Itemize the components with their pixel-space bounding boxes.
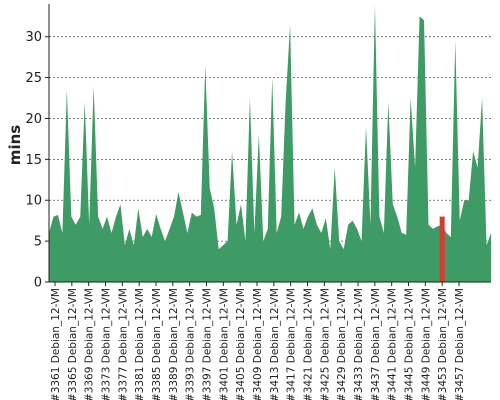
x-tick-label: #3417 Debian_12-VM bbox=[286, 288, 298, 400]
y-tick-label: 30 bbox=[25, 30, 42, 45]
y-tick-label: 0 bbox=[34, 276, 42, 291]
x-tick-label: #3409 Debian_12-VM bbox=[252, 288, 264, 400]
x-tick-label: #3389 Debian_12-VM bbox=[168, 288, 180, 400]
x-tick-label: #3441 Debian_12-VM bbox=[387, 288, 399, 400]
x-tick-labels: #3361 Debian_12-VM #3365 Debian_12-VM #336… bbox=[50, 282, 466, 400]
x-tick-label: #3445 Debian_12-VM bbox=[404, 288, 416, 400]
area-layer bbox=[49, 4, 491, 282]
y-axis-label: mins bbox=[6, 125, 24, 165]
x-tick-label: #3429 Debian_12-VM bbox=[336, 288, 348, 400]
x-tick-label: #3421 Debian_12-VM bbox=[303, 288, 315, 400]
y-tick-labels: 0 5 10 15 20 25 30 bbox=[25, 30, 42, 290]
x-tick-label: #3453 Debian_12-VM bbox=[437, 288, 449, 400]
x-tick-label: #3449 Debian_12-VM bbox=[420, 288, 432, 400]
x-tick-label: #3397 Debian_12-VM bbox=[202, 288, 214, 400]
y-tick-label: 10 bbox=[25, 194, 42, 209]
highlight-build-bar bbox=[439, 216, 445, 282]
x-tick-label: #3457 Debian_12-VM bbox=[454, 288, 466, 400]
x-tick-label: #3433 Debian_12-VM bbox=[353, 288, 365, 400]
x-tick-label: #3365 Debian_12-VM bbox=[67, 288, 79, 400]
x-tick-label: #3361 Debian_12-VM bbox=[50, 288, 62, 400]
y-tick-label: 15 bbox=[25, 153, 42, 168]
x-tick-label: #3425 Debian_12-VM bbox=[319, 288, 331, 400]
x-tick-label: #3413 Debian_12-VM bbox=[269, 288, 281, 400]
x-tick-label: #3377 Debian_12-VM bbox=[117, 288, 129, 400]
x-tick-label: #3401 Debian_12-VM bbox=[218, 288, 230, 400]
x-tick-label: #3393 Debian_12-VM bbox=[185, 288, 197, 400]
y-tick-label: 5 bbox=[34, 235, 42, 250]
x-tick-label: #3405 Debian_12-VM bbox=[235, 288, 247, 400]
x-tick-label: #3381 Debian_12-VM bbox=[134, 288, 146, 400]
x-tick-label: #3373 Debian_12-VM bbox=[101, 288, 113, 400]
x-tick-label: #3437 Debian_12-VM bbox=[370, 288, 382, 400]
y-tick-label: 25 bbox=[25, 71, 42, 86]
duration-area-series bbox=[49, 4, 491, 282]
y-tick-label: 20 bbox=[25, 112, 42, 127]
x-tick-label: #3385 Debian_12-VM bbox=[151, 288, 163, 400]
x-tick-label: #3369 Debian_12-VM bbox=[84, 288, 96, 400]
